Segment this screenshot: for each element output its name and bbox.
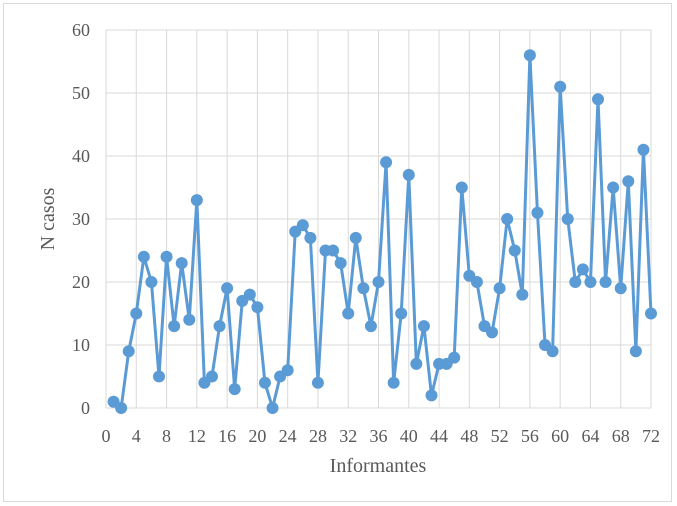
data-point <box>554 80 567 93</box>
x-tick-label: 72 <box>642 426 660 446</box>
data-point <box>258 376 271 389</box>
x-tick-label: 52 <box>491 426 509 446</box>
data-point <box>175 257 188 270</box>
data-point <box>296 219 309 232</box>
data-point <box>614 282 627 295</box>
y-tick-label: 30 <box>72 209 90 229</box>
data-point <box>410 357 423 370</box>
data-point <box>372 276 385 288</box>
data-point <box>221 282 234 295</box>
y-tick-label: 60 <box>72 20 90 40</box>
data-point <box>622 175 635 188</box>
data-point <box>251 301 264 314</box>
data-point <box>645 307 657 320</box>
data-point <box>523 49 536 62</box>
data-point <box>311 376 324 389</box>
data-point <box>130 307 143 320</box>
data-point <box>561 213 574 225</box>
x-tick-label: 4 <box>132 426 141 446</box>
x-tick-label: 28 <box>309 426 327 446</box>
x-tick-label: 20 <box>248 426 266 446</box>
data-point <box>115 402 128 414</box>
data-point <box>334 257 347 270</box>
x-tick-label: 32 <box>339 426 357 446</box>
y-tick-label: 20 <box>72 272 90 292</box>
y-tick-labels: 0 10 20 30 40 50 60 <box>72 20 90 418</box>
data-point <box>304 231 317 244</box>
data-point <box>470 276 483 288</box>
data-point <box>342 307 355 320</box>
x-tick-label: 44 <box>430 426 448 446</box>
data-point <box>266 402 279 414</box>
data-point <box>183 313 196 326</box>
data-point <box>395 307 408 320</box>
data-point <box>592 93 605 106</box>
data-point <box>327 244 340 257</box>
data-point <box>599 276 612 288</box>
data-point <box>152 370 165 383</box>
data-point <box>425 389 438 402</box>
data-point <box>387 376 400 389</box>
data-point <box>448 351 461 364</box>
data-point <box>493 282 506 295</box>
data-point <box>584 276 597 288</box>
data-point <box>349 231 362 244</box>
data-point <box>508 244 521 257</box>
x-tick-label: 60 <box>551 426 569 446</box>
x-tick-label: 68 <box>612 426 630 446</box>
x-tick-label: 56 <box>521 426 539 446</box>
y-axis-label: N casos <box>37 187 59 250</box>
data-point <box>455 181 468 194</box>
data-point <box>417 320 430 333</box>
x-tick-label: 48 <box>460 426 478 446</box>
y-tick-label: 10 <box>72 335 90 355</box>
x-tick-label: 24 <box>279 426 297 446</box>
data-point <box>168 320 181 333</box>
x-tick-label: 16 <box>218 426 236 446</box>
data-point <box>145 276 158 288</box>
data-point <box>380 156 393 169</box>
data-point <box>190 194 203 207</box>
y-tick-label: 0 <box>81 398 90 418</box>
data-point <box>205 370 218 383</box>
series-line <box>112 53 653 410</box>
data-point <box>160 250 173 263</box>
x-axis-label: Informantes <box>330 455 427 477</box>
data-point <box>546 345 559 358</box>
x-tick-label: 40 <box>400 426 418 446</box>
data-point <box>281 364 294 377</box>
x-tick-label: 12 <box>188 426 206 446</box>
data-point <box>486 326 499 339</box>
data-point <box>402 168 415 181</box>
data-point <box>516 288 529 301</box>
data-point <box>569 276 582 288</box>
data-point <box>213 320 226 333</box>
x-tick-label: 64 <box>581 426 599 446</box>
data-point <box>137 250 150 263</box>
data-point <box>228 383 241 396</box>
y-tick-label: 40 <box>72 146 90 166</box>
data-point <box>531 206 544 219</box>
y-tick-label: 50 <box>72 83 90 103</box>
x-tick-label: 0 <box>102 426 111 446</box>
data-point <box>501 213 514 225</box>
data-point <box>243 288 256 301</box>
x-tick-labels: 0 4 8 12 16 20 24 28 32 36 40 44 48 52 56 60 64 68 72 <box>102 426 661 446</box>
series-n-casos <box>107 49 657 414</box>
data-point <box>364 320 377 333</box>
data-point <box>576 263 589 276</box>
x-tick-label: 36 <box>370 426 388 446</box>
data-point <box>629 345 642 358</box>
data-point <box>637 143 650 156</box>
data-point <box>357 282 370 295</box>
data-point <box>122 345 135 358</box>
x-tick-label: 8 <box>162 426 171 446</box>
data-point <box>607 181 620 194</box>
